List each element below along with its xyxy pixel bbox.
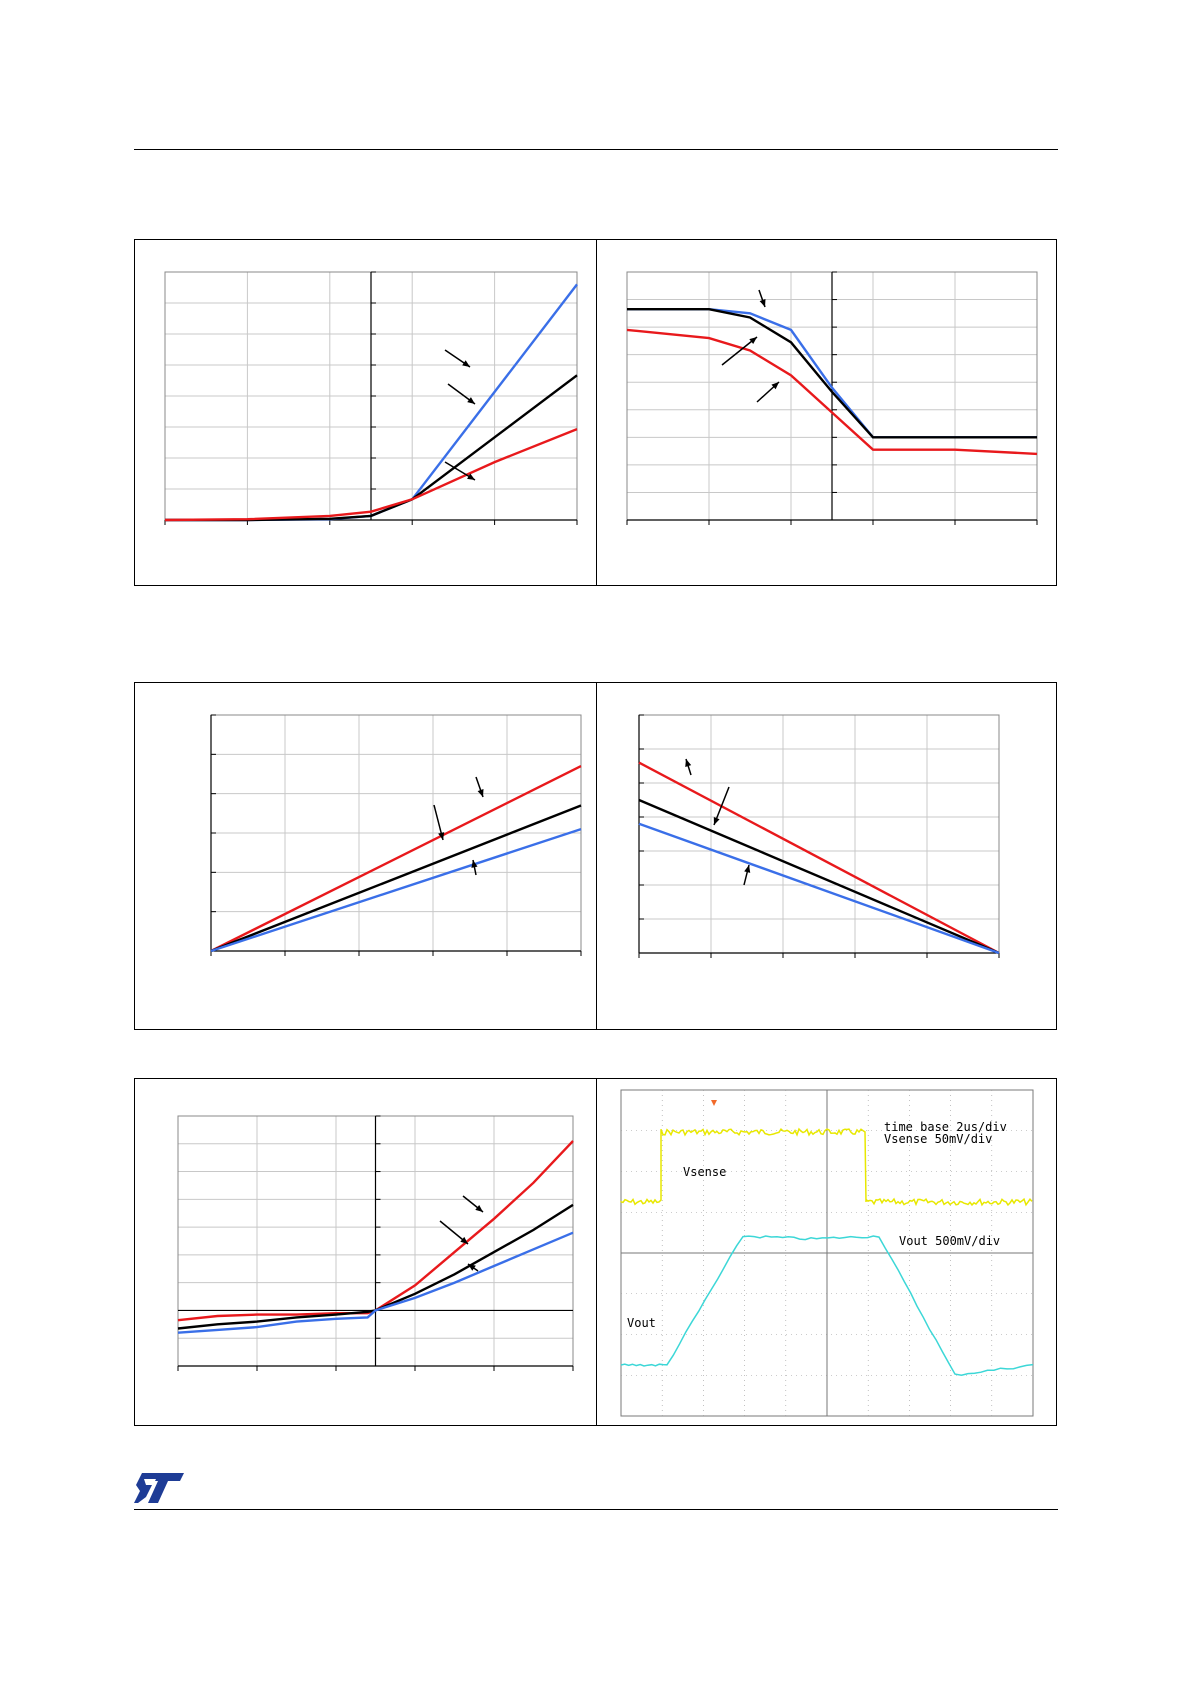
st-logo-s <box>144 1479 156 1485</box>
scope-vsense-scale: Vsense 50mV/div <box>884 1132 992 1146</box>
series-line-black <box>177 1203 574 1330</box>
annotation-arrowhead <box>460 1236 468 1244</box>
series-line-red <box>210 765 582 953</box>
scope-vsense-label: Vsense <box>683 1165 726 1179</box>
figure-divider <box>596 683 597 1029</box>
annotation-arrowhead <box>771 382 779 390</box>
st-logo-shape <box>134 1473 184 1503</box>
figure-row-2-svg <box>210 714 1000 958</box>
annotation-arrowhead <box>749 337 757 345</box>
figure-row-3-svg: time base 2us/div Vsense 50mV/div Vsense… <box>177 1089 1034 1417</box>
annotation-arrowhead <box>713 817 720 825</box>
vout-trace <box>620 1235 1034 1376</box>
annotation-arrowhead <box>685 759 692 767</box>
chart-4 <box>638 714 1000 958</box>
figure-row-1-svg <box>164 271 1038 525</box>
annotation-arrowhead <box>744 865 751 873</box>
annotation-arrowhead <box>438 832 445 840</box>
plot-frame <box>638 714 1000 954</box>
series-line-black <box>210 804 582 953</box>
scope-grid <box>621 1090 1033 1416</box>
chart-5 <box>177 1115 574 1371</box>
annotation-arrowhead <box>467 397 475 404</box>
figure-row-3: time base 2us/div Vsense 50mV/div Vsense… <box>134 1078 1057 1426</box>
series-line-red <box>164 427 578 522</box>
annotation-arrowhead <box>467 473 475 480</box>
series-line-red <box>626 328 1038 456</box>
annotation-arrowhead <box>471 860 478 868</box>
annotation-arrowhead <box>477 789 484 797</box>
series-line-blue <box>210 827 582 953</box>
series-line-red <box>638 761 1000 955</box>
scope-vout-label: Vout <box>627 1316 656 1330</box>
annotation-arrow <box>721 336 758 366</box>
figure-divider <box>596 240 597 585</box>
series-line-black <box>638 798 1000 955</box>
annotation-arrowhead <box>475 1204 483 1212</box>
oscilloscope-panel: time base 2us/div Vsense 50mV/div Vsense… <box>620 1089 1034 1417</box>
st-logo: ST <box>134 1473 184 1503</box>
annotation-arrowhead <box>462 360 470 367</box>
footer-rule <box>134 1509 1058 1510</box>
header-rule <box>134 149 1058 150</box>
vsense-trace <box>620 1127 1033 1207</box>
scope-time-base: time base 2us/div <box>884 1120 1007 1134</box>
series-line-blue <box>638 822 1000 955</box>
chart-2 <box>626 271 1038 525</box>
scope-vout-scale: Vout 500mV/div <box>899 1234 1000 1248</box>
chart-1 <box>164 271 578 525</box>
figure-row-2 <box>134 682 1057 1030</box>
figure-row-1 <box>134 239 1057 586</box>
annotation-arrowhead <box>759 299 766 307</box>
series-line-black <box>627 308 1037 439</box>
figure-divider <box>596 1079 597 1425</box>
trigger-marker <box>711 1100 717 1106</box>
series-line-blue <box>177 1231 574 1334</box>
annotation-arrowhead <box>468 1264 476 1271</box>
chart-3 <box>210 714 582 956</box>
